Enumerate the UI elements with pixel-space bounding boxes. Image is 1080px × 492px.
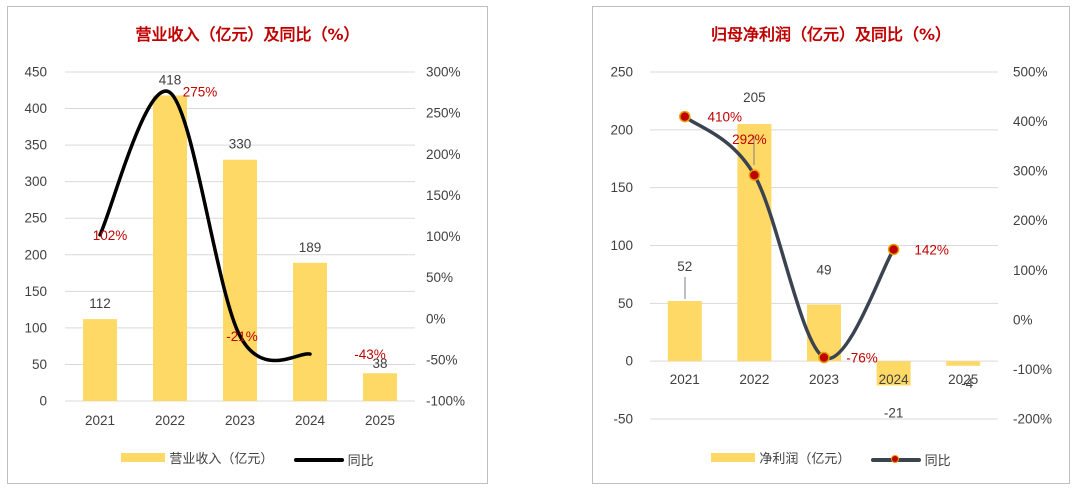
- yoy-data-label: 292%: [732, 132, 767, 147]
- y-tick-label: 300: [24, 174, 47, 189]
- bar-2024: [293, 262, 327, 401]
- bar-2022: [153, 95, 187, 401]
- y-tick-label: -50: [613, 412, 633, 427]
- x-tick-label: 2023: [225, 413, 255, 428]
- bar-data-label: -21: [884, 405, 904, 420]
- net-profit-chart-legend: 净利润（亿元） 同比: [593, 448, 1069, 469]
- legend-item-yoy: 同比: [293, 450, 374, 469]
- yoy-marker: [748, 169, 761, 181]
- y2-tick-label: 500%: [1013, 65, 1048, 80]
- y2-tick-label: 200%: [426, 147, 461, 162]
- legend-swatch-bar: [121, 452, 166, 462]
- y2-tick-label: 150%: [426, 188, 461, 203]
- bar-2021: [667, 301, 702, 362]
- y-tick-label: 50: [618, 296, 633, 311]
- y-tick-label: 150: [24, 284, 47, 299]
- legend-swatch-bar: [711, 452, 756, 462]
- y2-tick-label: 0%: [426, 311, 446, 326]
- legend-item-revenue: 营业收入（亿元）: [121, 448, 273, 467]
- bar-data-label: -4: [961, 376, 973, 391]
- net-profit-chart-title: 归母净利润（亿元）及同比（%）: [710, 25, 952, 44]
- legend-item-yoy: 同比: [870, 450, 951, 469]
- yoy-marker: [887, 243, 900, 256]
- bar-data-label: 330: [229, 137, 252, 152]
- y-tick-label: 0: [39, 394, 47, 409]
- y-tick-label: 150: [610, 180, 633, 195]
- y-tick-label: 100: [24, 320, 47, 335]
- y2-tick-label: -50%: [426, 352, 458, 367]
- y-tick-label: 400: [24, 101, 47, 116]
- bar-data-label: 38: [372, 356, 387, 371]
- bar-data-label: 112: [89, 296, 111, 311]
- y2-tick-label: 0%: [1013, 312, 1033, 327]
- legend-label-revenue: 营业收入（亿元）: [169, 451, 274, 467]
- y2-tick-label: 250%: [426, 106, 461, 121]
- x-tick-label: 2022: [155, 413, 185, 428]
- y-tick-label: 350: [24, 138, 47, 153]
- x-tick-label: 2021: [85, 413, 115, 428]
- yoy-data-label: 102%: [93, 228, 128, 243]
- yoy-marker: [679, 110, 691, 123]
- revenue-chart-panel: 营业收入（亿元）及同比（%） 0 50 100 150 200 250 300 350 400 4…: [7, 6, 488, 484]
- yoy-line: [683, 114, 896, 361]
- bar-data-label: 205: [743, 90, 766, 105]
- x-tick-label: 2025: [365, 413, 395, 428]
- revenue-chart-svg: 0 50 100 150 200 250 300 350 400 450 -100% -50% 0% 50…: [24, 65, 465, 429]
- yoy-data-label: 275%: [183, 85, 218, 100]
- bar-data-label: 52: [677, 259, 692, 274]
- x-tick-label: 2024: [879, 372, 910, 387]
- legend-label-yoy: 同比: [347, 454, 374, 469]
- y2-tick-label: 50%: [426, 270, 453, 285]
- bar-data-label: 418: [159, 72, 182, 87]
- y-tick-label: 450: [24, 65, 47, 80]
- y-tick-label: 0: [625, 354, 633, 369]
- net-profit-chart-svg: -50 0 50 100 150 200 250 -200% -100% 0% 100% 200% 30…: [610, 65, 1052, 427]
- x-tick-label: 2025: [948, 372, 978, 387]
- x-tick-label: 2021: [670, 372, 700, 387]
- y2-tick-label: -200%: [1013, 412, 1052, 427]
- y-tick-label: 50: [32, 357, 47, 372]
- y2-tick-label: 200%: [1013, 213, 1048, 228]
- revenue-chart-title: 营业收入（亿元）及同比（%）: [135, 25, 360, 44]
- y2-tick-label: 100%: [426, 229, 461, 244]
- bar-data-label: 49: [816, 262, 831, 277]
- legend-item-net-profit: 净利润（亿元）: [711, 448, 850, 467]
- y2-tick-label: 300%: [426, 65, 461, 80]
- yoy-data-label: -21%: [226, 329, 258, 344]
- legend-label-yoy: 同比: [924, 454, 951, 469]
- x-tick-label: 2023: [809, 372, 839, 387]
- y2-tick-label: -100%: [1013, 362, 1052, 377]
- x-tick-label: 2024: [295, 413, 326, 428]
- y2-tick-label: -100%: [426, 394, 465, 409]
- yoy-line: [98, 89, 312, 363]
- y-tick-label: 250: [610, 65, 633, 80]
- y-tick-label: 200: [610, 122, 633, 137]
- bar-2023: [807, 304, 841, 362]
- bar-2024: [876, 361, 911, 386]
- y-tick-label: 200: [24, 247, 47, 262]
- x-tick-label: 2022: [739, 372, 769, 387]
- yoy-data-label: -76%: [846, 351, 878, 366]
- legend-swatch-line-marker: [870, 454, 921, 463]
- legend-swatch-line: [293, 457, 344, 462]
- yoy-marker: [818, 351, 830, 364]
- yoy-data-label: 142%: [914, 242, 949, 257]
- bar-data-label: 189: [299, 240, 322, 255]
- bar-2023: [223, 159, 257, 401]
- net-profit-chart-panel: 归母净利润（亿元）及同比（%） -50 0 50 100 150 200 250 -200% -…: [592, 6, 1070, 484]
- y-tick-label: 100: [610, 238, 633, 253]
- revenue-chart-legend: 营业收入（亿元） 同比: [8, 448, 487, 469]
- y2-tick-label: 400%: [1013, 114, 1048, 129]
- legend-label-net-profit: 净利润（亿元）: [759, 451, 851, 467]
- y2-tick-label: 300%: [1013, 164, 1048, 179]
- y2-tick-label: 100%: [1013, 263, 1048, 278]
- yoy-data-label: -43%: [354, 347, 386, 362]
- y-tick-label: 250: [24, 211, 47, 226]
- bar-2025: [946, 361, 981, 366]
- yoy-data-label: 410%: [708, 110, 743, 125]
- bar-2021: [83, 319, 117, 401]
- bar-2025: [363, 373, 397, 401]
